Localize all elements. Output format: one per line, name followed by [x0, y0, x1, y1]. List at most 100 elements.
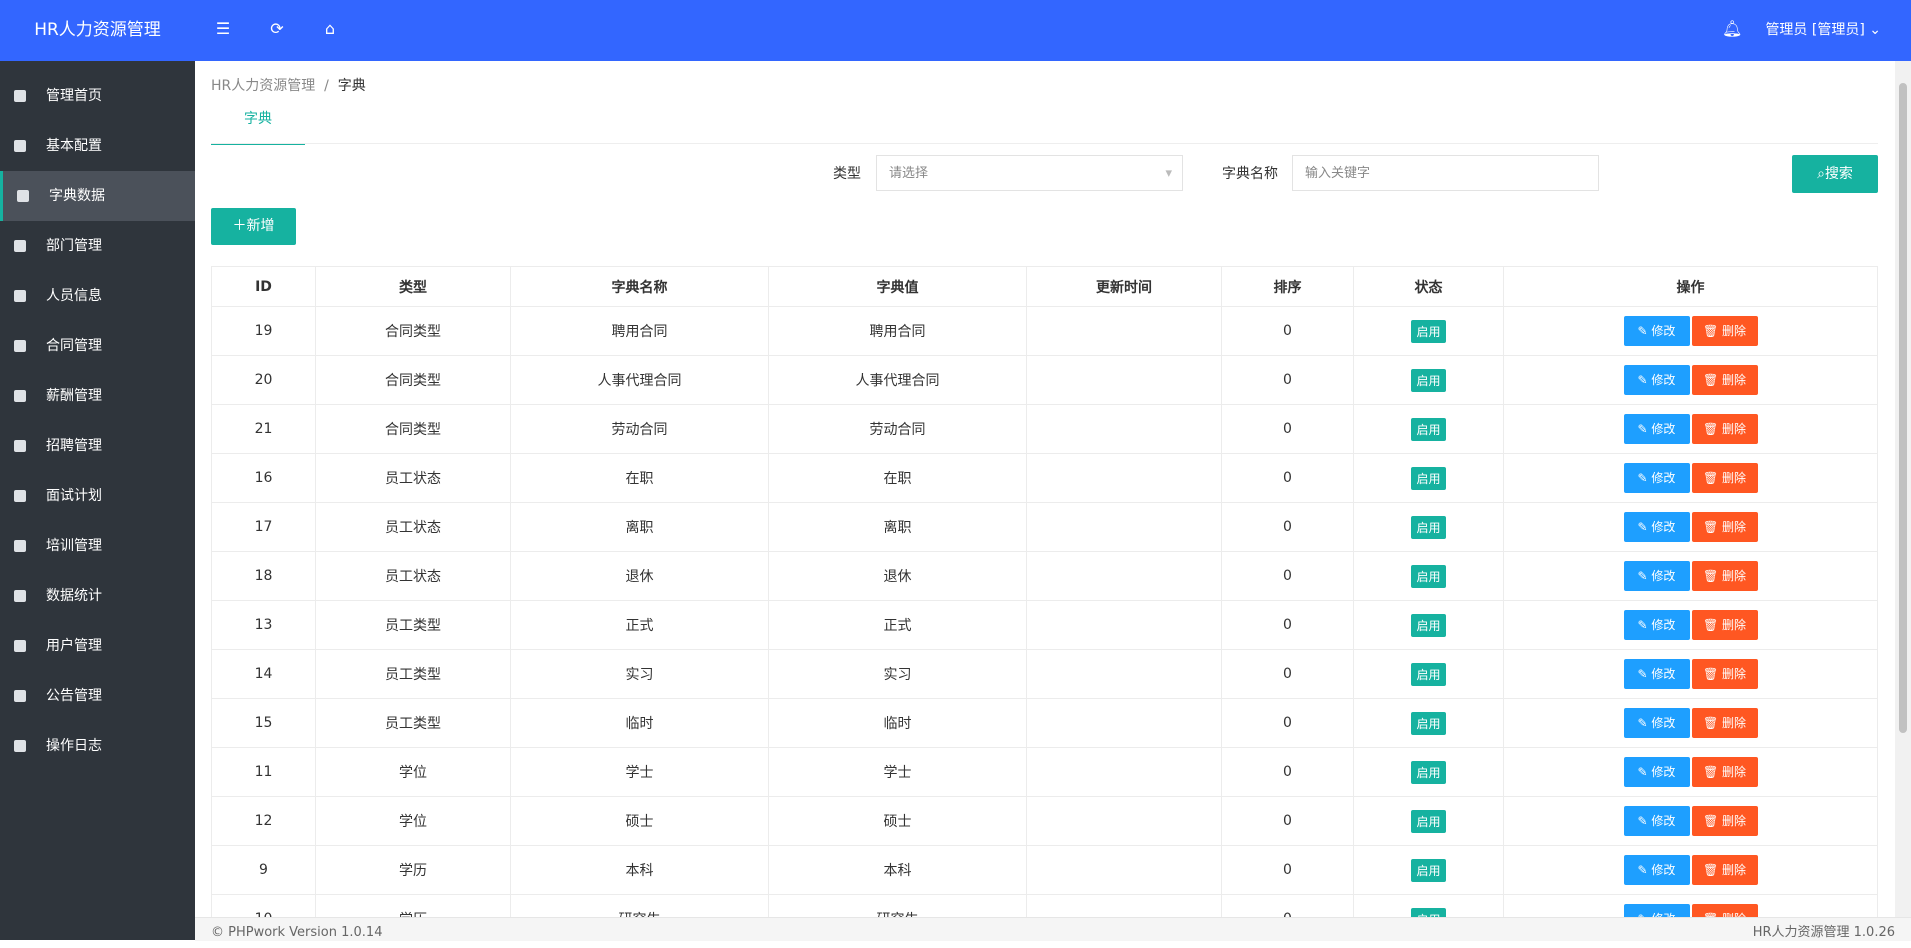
edit-button[interactable]: ✎ 修改: [1623, 561, 1690, 591]
menu-item[interactable]: 基本配置: [0, 121, 195, 171]
cell: 学位: [315, 747, 511, 797]
cell: 研究生: [768, 894, 1027, 917]
cell: 启用: [1353, 404, 1504, 454]
cell: [1026, 551, 1222, 601]
menu-item[interactable]: 人员信息: [0, 271, 195, 321]
cell: 人事代理合同: [510, 355, 769, 405]
scroll-thumb[interactable]: [1899, 83, 1907, 733]
cell: 学士: [510, 747, 769, 797]
delete-button[interactable]: 🗑︎ 删除: [1691, 365, 1758, 395]
cell: ✎ 修改🗑︎ 删除: [1503, 404, 1878, 454]
menu-icon: [14, 390, 26, 402]
table-row: 16 员工状态 在职 在职 0 启用 ✎ 修改 🗑︎ 删除: [211, 453, 1878, 503]
cell: 0: [1221, 600, 1354, 650]
cell: 0: [1221, 551, 1354, 601]
cell: [1026, 894, 1222, 917]
cell: 0: [1221, 453, 1354, 503]
menu-label: 合同管理: [46, 338, 102, 354]
menu-item[interactable]: 培训管理: [0, 521, 195, 571]
edit-button[interactable]: ✎ 修改: [1623, 463, 1690, 493]
menu-item[interactable]: 薪酬管理: [0, 371, 195, 421]
menu-item[interactable]: 部门管理: [0, 221, 195, 271]
scrollbar[interactable]: [1895, 61, 1911, 917]
menu-item[interactable]: 管理首页: [0, 71, 195, 121]
delete-button[interactable]: 🗑︎ 删除: [1691, 316, 1758, 346]
menu-item[interactable]: 公告管理: [0, 671, 195, 721]
menu-icon: [14, 590, 26, 602]
bell[interactable]: 🔔︎: [1722, 19, 1743, 38]
cell: 启用: [1353, 894, 1504, 917]
status-tag: 启用: [1411, 613, 1446, 637]
menu-item[interactable]: 数据统计: [0, 571, 195, 621]
menu-item[interactable]: 用户管理: [0, 621, 195, 671]
cell: 0: [1221, 649, 1354, 699]
delete-button[interactable]: 🗑︎ 删除: [1691, 855, 1758, 885]
delete-button[interactable]: 🗑︎ 删除: [1691, 610, 1758, 640]
edit-button[interactable]: ✎ 修改: [1623, 365, 1690, 395]
edit-button[interactable]: ✎ 修改: [1623, 610, 1690, 640]
search-button[interactable]: ⌕搜索: [1792, 155, 1878, 193]
cell: ✎ 修改🗑︎ 删除: [1503, 894, 1878, 917]
cell: 0: [1221, 404, 1354, 454]
cell: [1026, 747, 1222, 797]
delete-button[interactable]: 🗑︎ 删除: [1691, 806, 1758, 836]
cell: 硕士: [510, 796, 769, 846]
cell: 10: [211, 894, 316, 917]
edit-button[interactable]: ✎ 修改: [1623, 708, 1690, 738]
column-header: 字典名称: [510, 266, 769, 307]
header-row: ID 类型 字典名称 字典值 更新时间 排序 状态 操作: [211, 266, 1878, 307]
menu-item[interactable]: 字典数据: [0, 171, 198, 221]
table-row: 13 员工类型 正式 正式 0 启用 ✎ 修改 🗑︎ 删除: [211, 600, 1878, 650]
menu-toggle[interactable]: ☰: [215, 19, 231, 38]
menu-item[interactable]: 合同管理: [0, 321, 195, 371]
delete-button[interactable]: 🗑︎ 删除: [1691, 414, 1758, 444]
delete-label: 删除: [1722, 422, 1747, 436]
menu-item[interactable]: 面试计划: [0, 471, 195, 521]
cell: 11: [211, 747, 316, 797]
cell: 学历: [315, 845, 511, 895]
edit-button[interactable]: ✎ 修改: [1623, 659, 1690, 689]
cell: 员工类型: [315, 698, 511, 748]
delete-button[interactable]: 🗑︎ 删除: [1691, 561, 1758, 591]
add-label: 新增: [246, 218, 275, 234]
menu-item[interactable]: 招聘管理: [0, 421, 195, 471]
edit-button[interactable]: ✎ 修改: [1623, 806, 1690, 836]
cell: 19: [211, 306, 316, 356]
home[interactable]: ⌂: [324, 19, 336, 38]
add-button[interactable]: ＋新增: [211, 208, 296, 245]
delete-button[interactable]: 🗑︎ 删除: [1691, 904, 1758, 917]
edit-label: 修改: [1651, 667, 1676, 681]
table-row: 12 学位 硕士 硕士 0 启用 ✎ 修改 🗑︎ 删除: [211, 796, 1878, 846]
cell: ✎ 修改🗑︎ 删除: [1503, 649, 1878, 699]
edit-button[interactable]: ✎ 修改: [1623, 904, 1690, 917]
refresh[interactable]: ⟳: [270, 19, 284, 38]
delete-button[interactable]: 🗑︎ 删除: [1691, 659, 1758, 689]
type-select[interactable]: 请选择 ▾: [876, 155, 1183, 191]
cell: 16: [211, 453, 316, 503]
cell: 12: [211, 796, 316, 846]
column-header: 更新时间: [1026, 266, 1222, 307]
cell: [1026, 698, 1222, 748]
delete-button[interactable]: 🗑︎ 删除: [1691, 463, 1758, 493]
delete-button[interactable]: 🗑︎ 删除: [1691, 708, 1758, 738]
edit-button[interactable]: ✎ 修改: [1623, 512, 1690, 542]
edit-button[interactable]: ✎ 修改: [1623, 414, 1690, 444]
edit-button[interactable]: ✎ 修改: [1623, 316, 1690, 346]
menu-icon: [14, 440, 26, 452]
delete-button[interactable]: 🗑︎ 删除: [1691, 512, 1758, 542]
edit-label: 修改: [1651, 912, 1675, 917]
cell: 聘用合同: [768, 306, 1027, 356]
sidebar: 管理首页 基本配置 字典数据 部门管理 人员信息合同管理薪酬管理 招聘管理 面试计划 培训管理…: [0, 61, 198, 940]
name-input[interactable]: 输入关键字: [1292, 155, 1599, 191]
edit-button[interactable]: ✎ 修改: [1623, 855, 1690, 885]
edit-button[interactable]: ✎ 修改: [1623, 757, 1690, 787]
edit-label: 修改: [1651, 422, 1676, 436]
delete-button[interactable]: 🗑︎ 删除: [1691, 757, 1758, 787]
user-menu[interactable]: 管理员 [管理员] ⌄: [1765, 22, 1881, 38]
crumb[interactable]: HR人力资源管理: [211, 78, 316, 94]
tab[interactable]: 字典: [211, 91, 305, 145]
menu-item[interactable]: 操作日志: [0, 721, 195, 771]
cell: 员工状态: [315, 502, 511, 552]
cell: 合同类型: [315, 306, 511, 356]
